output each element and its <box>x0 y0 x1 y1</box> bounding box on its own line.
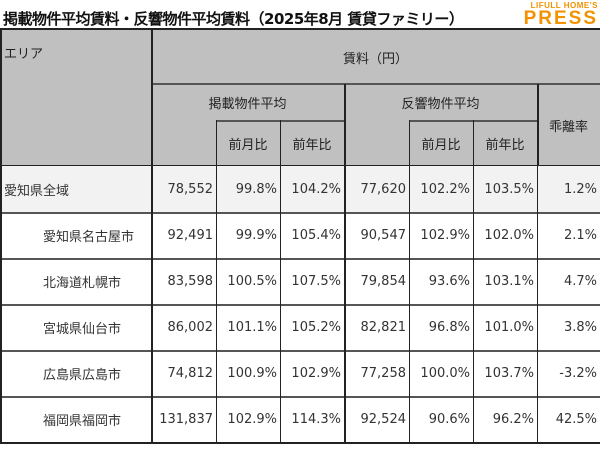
value-cell: 90,547 <box>360 227 407 243</box>
value-cell: 96.2% <box>492 411 534 427</box>
logo-line1: LIFULL HOME'S <box>530 1 598 10</box>
column-divider <box>409 166 410 442</box>
value-cell: 92,491 <box>167 227 214 243</box>
table-left-border <box>0 30 2 442</box>
grid-line <box>344 84 346 166</box>
value-cell: 74,812 <box>167 365 214 381</box>
grid-line <box>151 83 600 85</box>
column-divider <box>344 166 346 442</box>
row-divider <box>0 396 600 398</box>
value-cell: 102.0% <box>484 227 534 243</box>
value-cell: 96.8% <box>428 319 470 335</box>
value-cell: 4.7% <box>563 273 597 289</box>
lifull-homes-press-logo: LIFULL HOME'S PRESS <box>523 1 598 29</box>
grid-line <box>280 120 281 166</box>
value-cell: 93.6% <box>428 273 470 289</box>
value-cell: 100.5% <box>227 273 277 289</box>
table-bottom-border <box>0 442 600 444</box>
row-divider <box>0 304 600 306</box>
value-cell: -3.2% <box>559 365 597 381</box>
column-divider <box>280 166 281 442</box>
area-name: 愛知県名古屋市 <box>43 229 135 245</box>
table-title: 掲載物件平均賃料・反響物件平均賃料（2025年8月 賃貸ファミリー） <box>3 10 464 28</box>
value-cell: 107.5% <box>291 273 341 289</box>
value-cell: 100.0% <box>420 365 470 381</box>
grid-line <box>409 120 410 166</box>
value-cell: 131,837 <box>159 411 213 427</box>
value-cell: 101.0% <box>484 319 534 335</box>
value-cell: 102.2% <box>409 166 473 212</box>
value-cell: 103.5% <box>473 166 537 212</box>
area-name: 広島県広島市 <box>43 367 122 383</box>
table-top-border <box>0 28 600 30</box>
row-divider <box>0 258 600 260</box>
logo-line2: PRESS <box>523 8 598 29</box>
grid-line <box>537 84 539 166</box>
row-divider <box>0 350 600 352</box>
area-name: 宮城県仙台市 <box>43 321 122 337</box>
header-listed-yoy: 前年比 <box>280 120 344 166</box>
header-area: エリア <box>0 30 151 74</box>
value-cell: 102.9% <box>227 411 277 427</box>
value-cell: 78,552 <box>151 166 216 212</box>
value-cell: 114.3% <box>291 411 341 427</box>
value-cell: 99.8% <box>216 166 280 212</box>
value-cell: 42.5% <box>555 411 597 427</box>
value-cell: 103.7% <box>484 365 534 381</box>
header-listed: 掲載物件平均 <box>151 84 344 120</box>
area-name: 愛知県全域 <box>0 166 151 212</box>
value-cell: 102.9% <box>291 365 341 381</box>
value-cell: 90.6% <box>428 411 470 427</box>
value-cell: 105.4% <box>291 227 341 243</box>
value-cell: 2.1% <box>563 227 597 243</box>
value-cell: 104.2% <box>280 166 344 212</box>
header-rent: 賃料（円） <box>151 30 600 84</box>
column-divider <box>537 166 538 442</box>
value-cell: 105.2% <box>291 319 341 335</box>
value-cell: 1.2% <box>537 166 600 212</box>
value-cell: 92,524 <box>360 411 407 427</box>
value-cell: 83,598 <box>167 273 214 289</box>
grid-line <box>151 30 153 166</box>
column-divider <box>151 166 153 442</box>
value-cell: 86,002 <box>167 319 214 335</box>
row-divider <box>0 212 600 214</box>
column-divider <box>473 166 474 442</box>
value-cell: 77,620 <box>344 166 409 212</box>
value-cell: 82,821 <box>360 319 407 335</box>
value-cell: 79,854 <box>360 273 407 289</box>
grid-line <box>473 120 474 166</box>
value-cell: 3.8% <box>563 319 597 335</box>
value-cell: 101.1% <box>227 319 277 335</box>
header-gap: 乖離率 <box>537 84 600 166</box>
area-name: 北海道札幌市 <box>43 275 122 291</box>
header-response-mom: 前月比 <box>409 120 473 166</box>
value-cell: 77,258 <box>360 365 407 381</box>
column-divider <box>216 166 217 442</box>
value-cell: 99.9% <box>235 227 277 243</box>
header-listed-mom: 前月比 <box>216 120 280 166</box>
value-cell: 102.9% <box>420 227 470 243</box>
header-response-yoy: 前年比 <box>473 120 537 166</box>
value-cell: 103.1% <box>484 273 534 289</box>
grid-line <box>216 120 217 166</box>
header-response: 反響物件平均 <box>344 84 537 120</box>
area-name: 福岡県福岡市 <box>43 413 122 429</box>
value-cell: 100.9% <box>227 365 277 381</box>
